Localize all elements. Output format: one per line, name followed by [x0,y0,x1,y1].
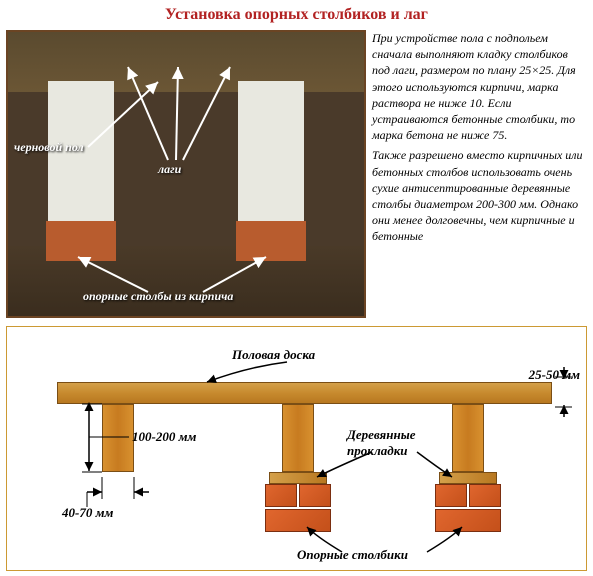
description: При устройстве пола с подпольем сначала … [372,30,587,318]
label-spacers: Деревянныепрокладки [347,427,415,459]
dim-lag-height: 100-200 мм [132,429,196,445]
lag-1 [102,404,134,472]
pier-3 [435,484,501,532]
pillar-brick-right [236,221,306,261]
page-title: Установка опорных столбиков и лаг [0,0,593,30]
dim-board-thickness: 25-50 мм [529,367,580,383]
label-joists: лаги [158,162,181,177]
label-piers: Опорные столбики [297,547,408,563]
photo: черновой пол лаги опорные столбы из кирп… [6,30,366,318]
label-spacers-text: Деревянныепрокладки [347,427,415,458]
label-floorboard: Половая доска [232,347,315,363]
lag-3 [452,404,484,472]
diagram: Половая доска Деревянныепрокладки Опорны… [6,326,587,571]
spacer-2 [269,472,327,484]
pillar-brick-left [46,221,116,261]
lag-2 [282,404,314,472]
pillar-right [238,81,304,221]
spacer-3 [439,472,497,484]
desc-p1: При устройстве пола с подпольем сначала … [372,30,583,143]
label-subfloor: черновой пол [14,140,84,155]
pier-2 [265,484,331,532]
label-brick-piers: опорные столбы из кирпича [83,289,233,304]
top-section: черновой пол лаги опорные столбы из кирп… [0,30,593,318]
dim-lag-width: 40-70 мм [62,505,113,521]
desc-p2: Также разрешено вместо кирпичных или бет… [372,147,583,244]
floorboard [57,382,552,404]
